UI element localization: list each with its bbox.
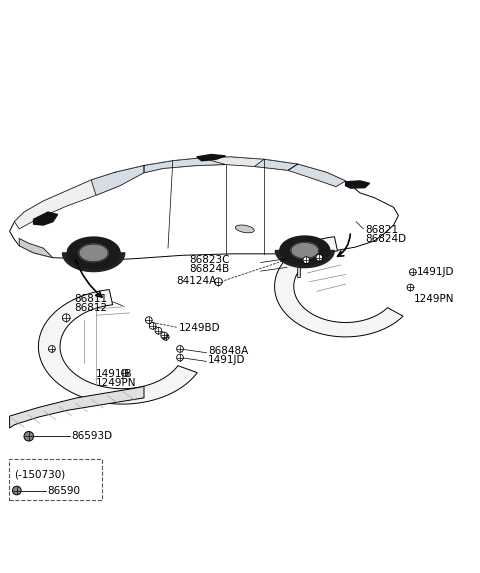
Polygon shape <box>346 181 370 188</box>
Circle shape <box>161 332 168 339</box>
Polygon shape <box>280 236 330 265</box>
Polygon shape <box>276 250 334 268</box>
Text: 1249PN: 1249PN <box>96 378 136 387</box>
Text: 86590: 86590 <box>47 485 80 496</box>
Polygon shape <box>144 157 298 172</box>
Text: 86848A: 86848A <box>208 346 248 356</box>
Polygon shape <box>197 155 226 161</box>
Circle shape <box>316 254 323 261</box>
Text: 1249BD: 1249BD <box>179 323 220 333</box>
Polygon shape <box>297 267 300 277</box>
Circle shape <box>121 370 128 376</box>
Circle shape <box>177 346 183 352</box>
Text: 1249PN: 1249PN <box>414 295 454 304</box>
Text: 86811: 86811 <box>74 295 108 304</box>
Polygon shape <box>62 253 125 272</box>
Circle shape <box>303 257 310 264</box>
Circle shape <box>48 346 55 352</box>
Text: 86812: 86812 <box>74 303 108 313</box>
Text: 86824D: 86824D <box>365 234 406 244</box>
Circle shape <box>145 317 152 324</box>
Circle shape <box>177 354 183 361</box>
Circle shape <box>407 284 414 291</box>
Text: 86593D: 86593D <box>71 431 112 441</box>
Polygon shape <box>91 166 144 195</box>
Polygon shape <box>19 238 53 258</box>
Circle shape <box>12 486 21 495</box>
Polygon shape <box>38 289 197 404</box>
Polygon shape <box>34 212 58 225</box>
Circle shape <box>162 333 169 340</box>
FancyBboxPatch shape <box>9 460 102 500</box>
Text: 86824B: 86824B <box>190 264 230 274</box>
Circle shape <box>62 314 70 321</box>
Circle shape <box>149 323 156 329</box>
Circle shape <box>215 278 222 285</box>
Polygon shape <box>254 159 298 170</box>
Text: 84124A: 84124A <box>177 276 217 286</box>
Text: 1491JD: 1491JD <box>417 267 454 277</box>
Text: 86821: 86821 <box>365 225 398 235</box>
Ellipse shape <box>235 225 254 233</box>
Polygon shape <box>10 386 144 428</box>
Polygon shape <box>291 242 319 258</box>
Polygon shape <box>144 158 226 172</box>
Text: 1491JD: 1491JD <box>208 355 245 365</box>
Text: (-150730): (-150730) <box>14 470 66 480</box>
Polygon shape <box>79 244 108 262</box>
Polygon shape <box>288 164 346 187</box>
Polygon shape <box>67 237 120 269</box>
Circle shape <box>155 327 162 334</box>
Text: 1491JB: 1491JB <box>96 369 132 379</box>
Circle shape <box>409 269 416 276</box>
Text: 86823C: 86823C <box>190 255 230 265</box>
Polygon shape <box>14 172 134 229</box>
Circle shape <box>24 431 34 441</box>
Polygon shape <box>10 157 398 260</box>
Polygon shape <box>275 237 403 337</box>
